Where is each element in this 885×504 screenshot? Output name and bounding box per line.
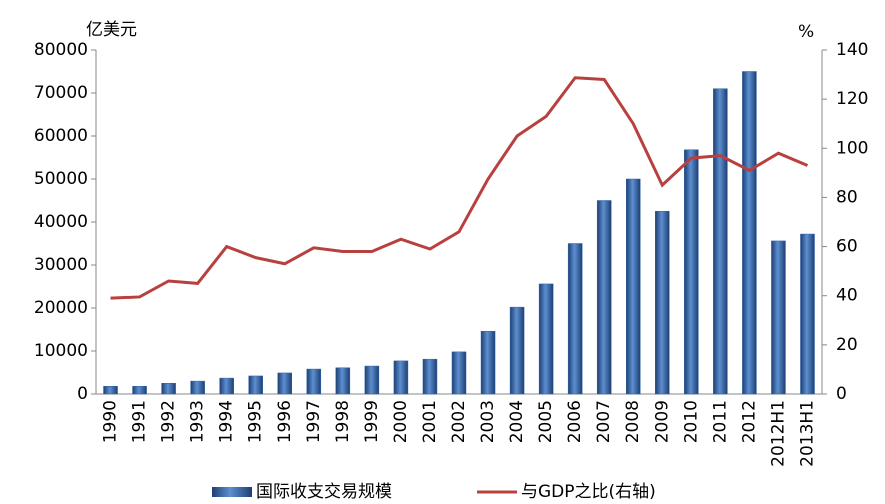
bar	[277, 372, 293, 395]
line	[110, 76, 809, 300]
x-tick-label: 2012	[739, 400, 759, 443]
x-tick-label: 2013H1	[797, 400, 817, 467]
x-tick-label: 2004	[507, 400, 527, 443]
x-tick-label: 1992	[159, 400, 179, 443]
bar	[219, 377, 234, 395]
bar	[538, 283, 554, 395]
bar	[596, 200, 612, 395]
y2-tick-label: 20	[836, 335, 858, 355]
y2-tick-label: 140	[836, 40, 868, 60]
x-tick-label: 2003	[478, 400, 498, 443]
y-tick-label: 30000	[34, 255, 88, 275]
x-tick-label: 1998	[333, 400, 353, 443]
bar	[393, 360, 409, 395]
x-tick-label: 2009	[652, 400, 672, 443]
bar	[335, 367, 351, 395]
y-tick-label: 20000	[34, 298, 88, 318]
bar	[306, 368, 322, 395]
bar	[771, 240, 786, 395]
bar	[742, 71, 757, 395]
y-tick-label: 10000	[34, 341, 88, 361]
bar	[800, 233, 815, 395]
x-tick-label: 2011	[710, 400, 730, 443]
x-tick-label: 1990	[101, 400, 121, 443]
x-tick-label: 2001	[420, 400, 440, 443]
y2-tick-label: 60	[836, 237, 858, 257]
x-tick-label: 1991	[130, 400, 150, 443]
x-tick-label: 2002	[449, 400, 469, 443]
x-tick-label: 1994	[217, 400, 237, 443]
bar	[480, 330, 496, 395]
y-tick-label: 50000	[34, 169, 88, 189]
bar	[422, 358, 438, 395]
x-tick-label: 2000	[391, 400, 411, 443]
x-tick-label: 1997	[304, 400, 324, 443]
y-tick-label: 40000	[34, 212, 88, 232]
y2-tick-label: 80	[836, 187, 858, 207]
x-tick-label: 1993	[188, 400, 208, 443]
bar	[509, 306, 525, 395]
y2-axis-label: %	[798, 22, 814, 42]
x-tick-label: 2012H1	[768, 400, 788, 467]
y2-tick-label: 0	[836, 384, 847, 404]
bar	[190, 380, 205, 395]
x-tick-label: 1995	[246, 400, 266, 443]
y2-tick-label: 100	[836, 138, 868, 158]
x-tick-label: 2008	[623, 400, 643, 443]
bar	[713, 88, 728, 395]
bar	[161, 383, 176, 395]
y-tick-label: 60000	[34, 126, 88, 146]
x-tick-label: 1999	[362, 400, 382, 443]
x-tick-label: 1996	[275, 400, 295, 443]
bar	[684, 149, 699, 395]
bar	[567, 243, 583, 395]
bar	[451, 351, 467, 395]
legend-label: 国际收支交易规模	[256, 482, 392, 502]
bar	[655, 211, 670, 395]
legend-label: 与GDP之比(右轴)	[521, 482, 656, 502]
bar	[103, 386, 118, 395]
y-axis-label: 亿美元	[86, 20, 137, 40]
y-tick-label: 70000	[34, 83, 88, 103]
bar	[132, 386, 147, 395]
legend-swatch	[212, 487, 252, 497]
x-tick-label: 2006	[565, 400, 585, 443]
bar	[625, 178, 641, 395]
x-tick-label: 2005	[536, 400, 556, 443]
y2-tick-label: 40	[836, 286, 858, 306]
y2-tick-label: 120	[836, 89, 868, 109]
bar	[364, 365, 380, 395]
y-tick-label: 0	[77, 384, 88, 404]
bar	[248, 375, 263, 395]
x-tick-label: 2010	[681, 400, 701, 443]
y-tick-label: 80000	[34, 40, 88, 60]
x-tick-label: 2007	[594, 400, 614, 443]
